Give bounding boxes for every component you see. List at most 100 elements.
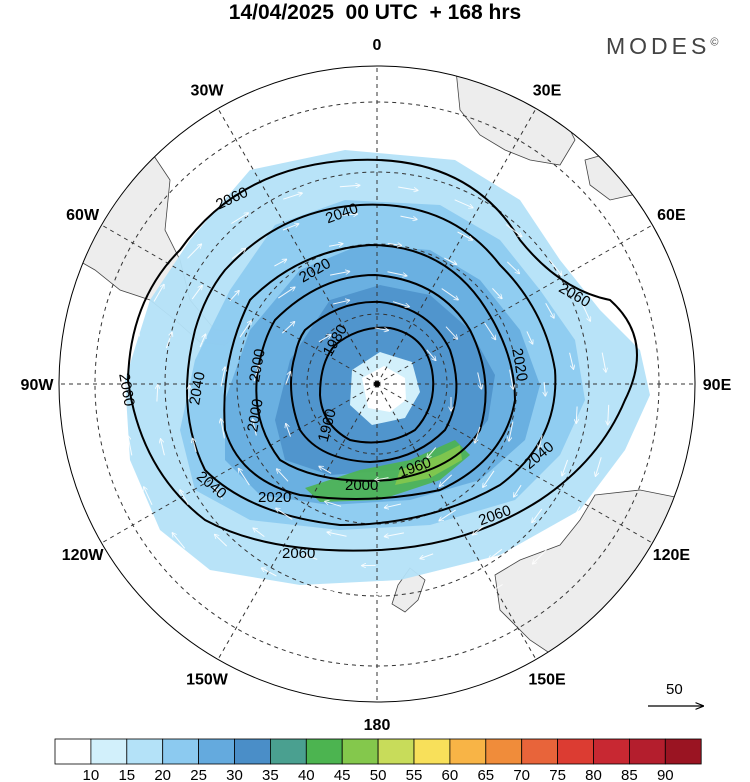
wind-vector xyxy=(253,419,257,436)
wind-vector xyxy=(281,322,294,334)
colorbar-label: 30 xyxy=(226,767,243,782)
wind-vector xyxy=(392,301,409,307)
contour-1960 xyxy=(318,326,435,444)
wind-vector xyxy=(608,404,609,425)
colorbar-label: 75 xyxy=(549,767,566,782)
wind-vectors xyxy=(125,185,608,622)
longitude-label: 60E xyxy=(657,207,686,224)
wind-vector xyxy=(506,261,519,274)
wind-vector xyxy=(384,503,402,508)
longitude-label: 120E xyxy=(653,547,691,564)
contour-label: 2000 xyxy=(246,347,269,383)
wind-vector xyxy=(329,244,343,247)
brand-name: MODES xyxy=(606,33,711,59)
wind-vector xyxy=(215,488,223,500)
wind-vector xyxy=(128,436,133,456)
colorbar-boxes xyxy=(54,738,702,765)
contour-label: 2000 xyxy=(345,477,378,494)
wind-vector xyxy=(172,533,186,549)
contour-label: 2020 xyxy=(258,489,291,506)
wind-vector xyxy=(261,568,277,577)
wind-vector xyxy=(285,371,291,385)
contour-label: 2040 xyxy=(186,370,209,406)
wind-vector xyxy=(220,367,225,387)
colorbar-box xyxy=(413,738,451,765)
wind-vector xyxy=(457,231,473,240)
wind-vector xyxy=(427,447,437,459)
wind-vector xyxy=(283,193,302,200)
wind-vector xyxy=(473,525,484,535)
wind-vector xyxy=(492,288,502,298)
longitude-label: 90W xyxy=(21,377,55,394)
wind-vector xyxy=(304,555,318,560)
wind-vector xyxy=(231,248,246,260)
wind-vector xyxy=(180,490,189,506)
wind-vector xyxy=(144,487,153,506)
wind-vector xyxy=(282,224,299,231)
wind-vector xyxy=(253,365,259,382)
wind-vector xyxy=(484,322,496,340)
wind-vector xyxy=(332,300,350,305)
wind-vector xyxy=(374,328,389,331)
wind-vector xyxy=(261,600,280,609)
longitude-labels: 0 30E 60E 90E 120E 150E 180 150W 120W 90W 60W 30W xyxy=(21,37,732,734)
wind-vector xyxy=(231,213,248,224)
wind-vector xyxy=(276,508,293,520)
wind-vector xyxy=(191,285,202,300)
wind-vector xyxy=(544,382,545,396)
wind-vector xyxy=(439,474,453,487)
wind-vector xyxy=(387,243,402,245)
wind-vector xyxy=(514,484,522,497)
wind-vector xyxy=(595,457,602,476)
wind-vector xyxy=(486,584,503,596)
longitude-label: 150W xyxy=(186,671,229,688)
wind-vector xyxy=(420,553,434,559)
wind-vector xyxy=(445,326,458,340)
colorbar-box xyxy=(269,738,307,765)
colorbar-box xyxy=(198,738,235,765)
wind-vector xyxy=(189,385,190,400)
contour-2000 xyxy=(255,273,487,482)
colorbar-box xyxy=(377,738,415,765)
wind-vector xyxy=(221,419,225,439)
wind-vector xyxy=(526,331,533,344)
wind-vector xyxy=(475,426,481,443)
reference-vector: 50 xyxy=(648,681,703,706)
colorbar-box xyxy=(449,738,487,765)
longitude-label: 0 xyxy=(373,37,382,54)
wind-vector xyxy=(274,259,286,267)
longitude-label: 120W xyxy=(62,547,105,564)
wind-vector xyxy=(238,468,250,486)
wind-vector xyxy=(187,244,202,259)
colorbar-box xyxy=(305,738,343,765)
colorbar-label: 80 xyxy=(585,767,602,782)
meridian-line xyxy=(376,108,537,385)
wind-vector xyxy=(277,469,289,482)
wind-vector xyxy=(339,185,360,187)
colorbar-box xyxy=(126,738,164,765)
longitude-label: 90E xyxy=(703,377,732,394)
wind-vector xyxy=(319,466,332,474)
wind-vector xyxy=(488,548,503,559)
wind-vector xyxy=(426,349,436,361)
wind-vector xyxy=(212,571,229,584)
wind-vector xyxy=(576,406,577,424)
contour-label: 2000 xyxy=(244,397,267,433)
wind-vector xyxy=(317,589,334,593)
latitude-circle xyxy=(306,313,448,455)
wind-vector xyxy=(398,186,418,190)
meridians xyxy=(59,66,695,702)
wind-vector xyxy=(157,385,158,402)
wind-vector xyxy=(581,302,590,321)
south-pole-marker xyxy=(374,381,380,387)
meridian-line xyxy=(376,224,653,385)
meridian-line xyxy=(217,108,378,385)
wind-vector xyxy=(441,288,459,300)
wind-vector xyxy=(505,224,522,237)
longitude-label: 150E xyxy=(528,671,566,688)
longitude-label: 30E xyxy=(533,83,562,100)
wind-vector xyxy=(545,302,554,318)
meridian-line xyxy=(101,383,378,544)
colorbar-box xyxy=(54,738,92,765)
wind-vector xyxy=(376,593,394,594)
